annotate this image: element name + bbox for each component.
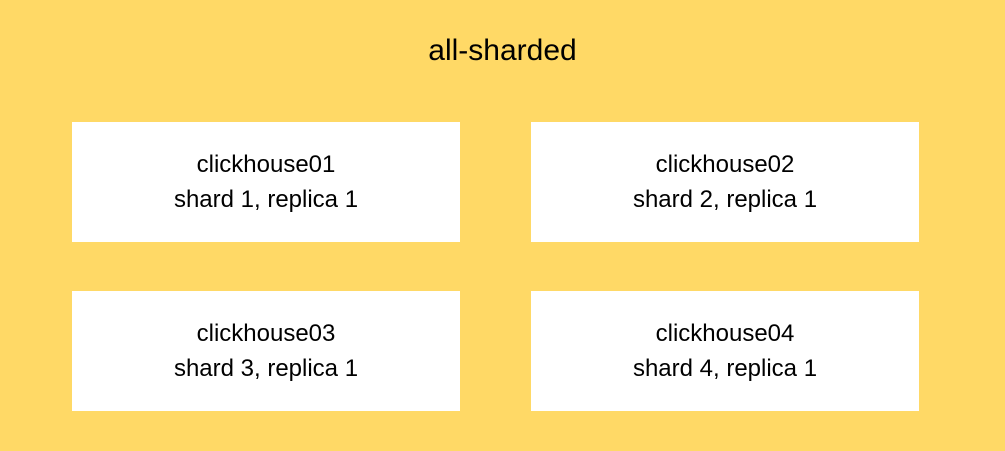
cluster-title: all-sharded (428, 34, 577, 67)
node-name: clickhouse01 (196, 151, 336, 178)
node-name: clickhouse02 (655, 151, 795, 178)
node-role: shard 1, replica 1 (173, 186, 359, 213)
node-box-clickhouse04: clickhouse04 shard 4, replica 1 (531, 291, 919, 411)
node-name: clickhouse03 (196, 320, 336, 347)
node-box-clickhouse01: clickhouse01 shard 1, replica 1 (72, 122, 460, 242)
node-role: shard 2, replica 1 (632, 186, 818, 213)
node-box-clickhouse02: clickhouse02 shard 2, replica 1 (531, 122, 919, 242)
node-name: clickhouse04 (655, 320, 795, 347)
node-box-clickhouse03: clickhouse03 shard 3, replica 1 (72, 291, 460, 411)
node-role: shard 4, replica 1 (632, 355, 818, 382)
node-role: shard 3, replica 1 (173, 355, 359, 382)
